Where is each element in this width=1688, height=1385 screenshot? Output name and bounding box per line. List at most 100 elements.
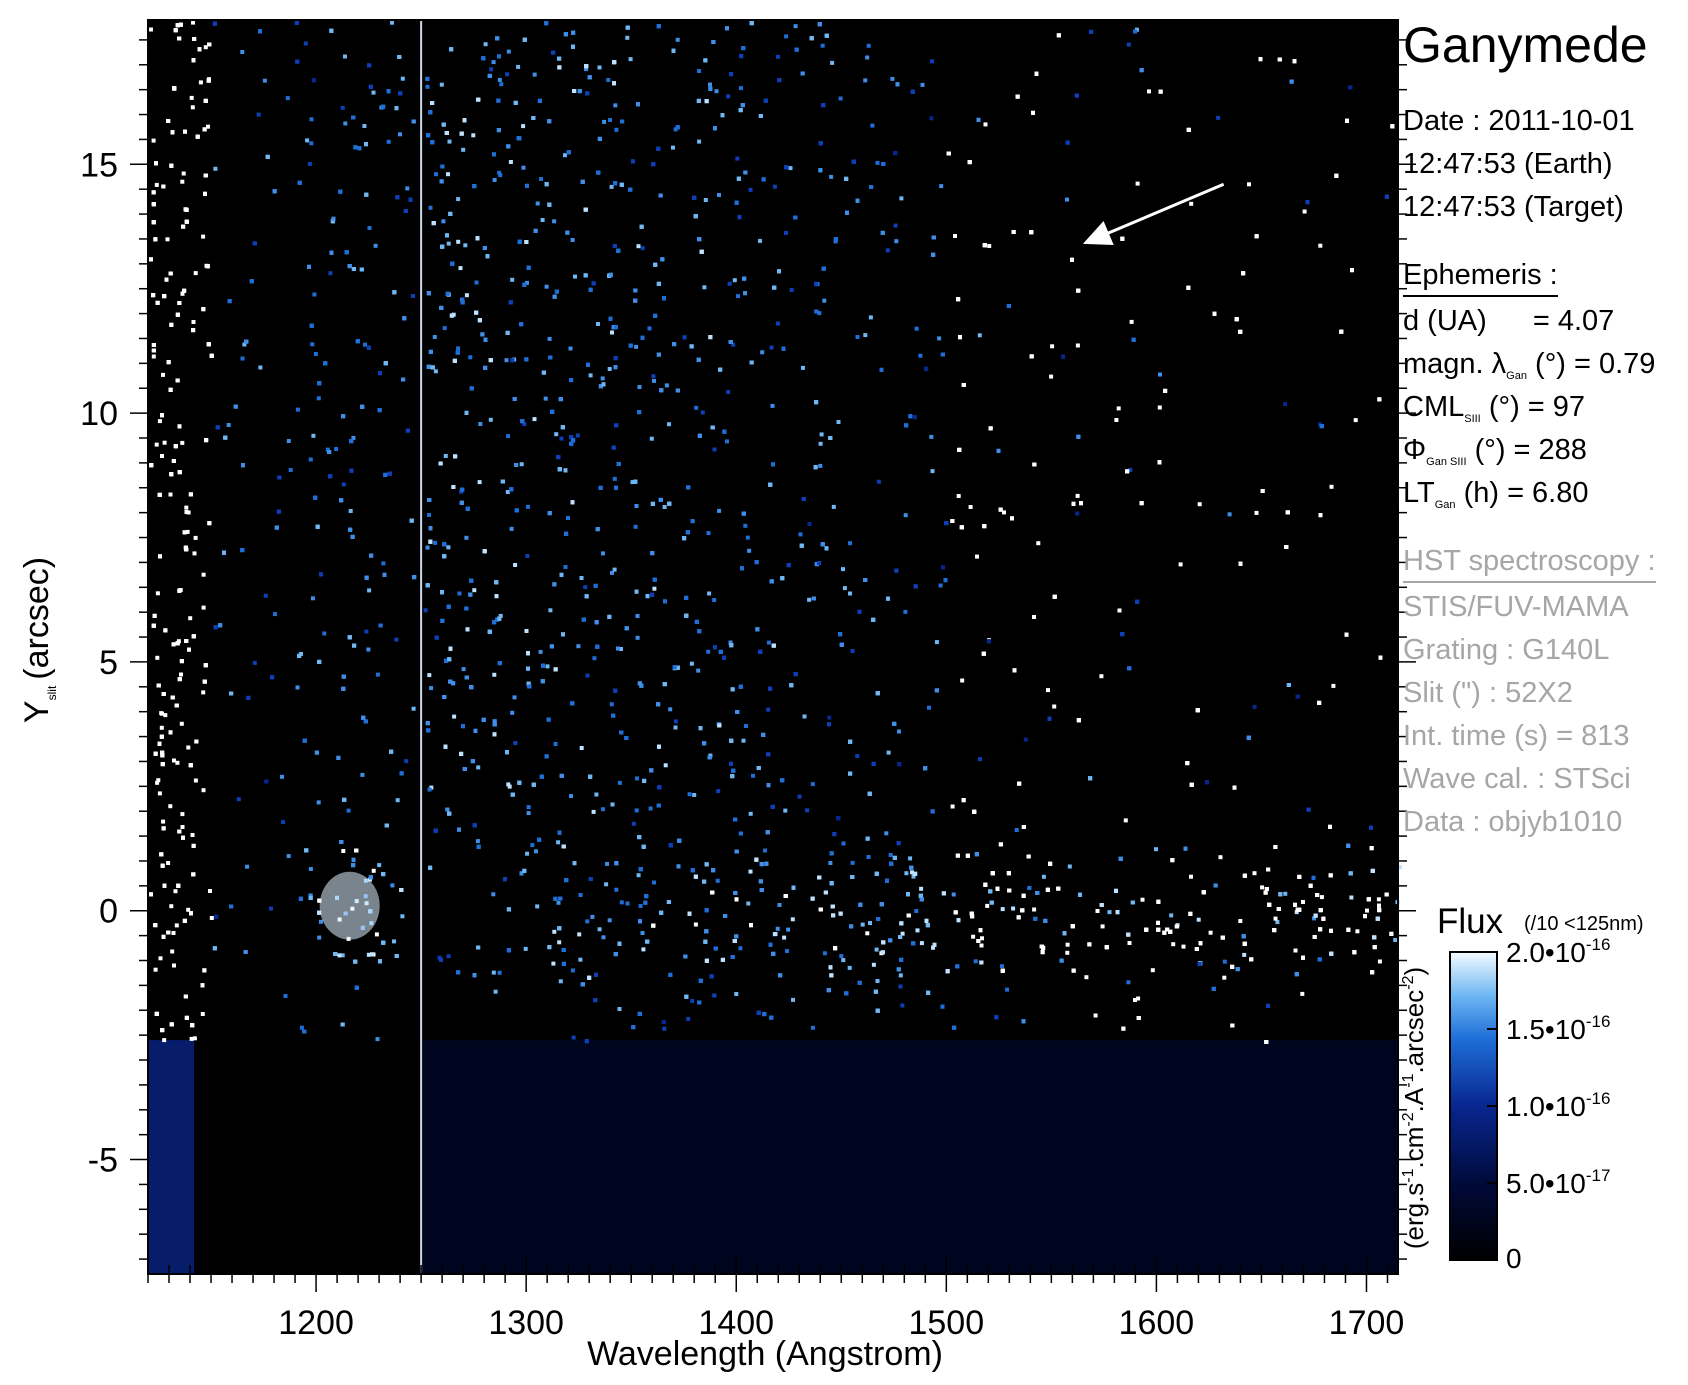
heatmap-pixel — [876, 479, 881, 484]
heatmap-pixel — [174, 923, 179, 928]
heatmap-pixel — [535, 201, 540, 206]
heatmap-pixel — [605, 861, 610, 866]
heatmap-pixel — [817, 22, 822, 27]
heatmap-pixel — [1220, 935, 1225, 940]
heatmap-pixel — [748, 187, 753, 192]
heatmap-pixel — [203, 45, 208, 50]
heatmap-pixel — [462, 767, 467, 771]
heatmap-pixel — [168, 388, 173, 392]
heatmap-pixel — [171, 642, 176, 647]
heatmap-pixel — [671, 145, 675, 150]
heatmap-pixel — [285, 96, 290, 101]
heatmap-pixel — [200, 1012, 205, 1016]
heatmap-pixel — [939, 184, 944, 189]
heatmap-pixel — [1311, 875, 1316, 880]
heatmap-pixel — [1100, 924, 1105, 929]
heatmap-pixel — [478, 422, 483, 426]
heatmap-pixel — [1156, 899, 1161, 904]
heatmap-pixel — [526, 681, 531, 686]
heatmap-pixel — [866, 43, 871, 48]
heatmap-pixel — [1075, 511, 1080, 516]
heatmap-pixel — [297, 180, 302, 185]
heatmap-pixel — [704, 958, 709, 963]
heatmap-pixel — [180, 812, 185, 817]
heatmap-pixel — [913, 415, 917, 420]
heatmap-pixel — [699, 249, 704, 254]
heatmap-pixel — [164, 277, 169, 282]
heatmap-pixel — [662, 505, 667, 509]
heatmap-pixel — [940, 352, 945, 357]
heatmap-pixel — [1178, 562, 1183, 567]
heatmap-pixel — [364, 629, 369, 634]
heatmap-pixel — [194, 739, 199, 744]
heatmap-pixel — [469, 386, 474, 391]
heatmap-pixel — [286, 854, 291, 859]
heatmap-pixel — [310, 596, 315, 601]
heatmap-pixel — [609, 702, 614, 707]
heatmap-pixel — [1095, 909, 1100, 913]
heatmap-pixel — [1377, 903, 1381, 908]
heatmap-pixel — [684, 595, 689, 600]
heatmap-pixel — [441, 219, 446, 224]
heatmap-pixel — [183, 994, 188, 999]
heatmap-pixel — [544, 21, 549, 26]
heatmap-pixel — [556, 900, 561, 905]
heatmap-pixel — [727, 281, 732, 286]
heatmap-pixel — [526, 811, 531, 816]
heatmap-pixel — [440, 590, 444, 595]
heatmap-pixel — [532, 417, 537, 422]
heatmap-pixel — [534, 849, 538, 854]
heatmap-pixel — [749, 360, 754, 365]
heatmap-pixel — [157, 741, 162, 746]
heatmap-pixel — [341, 849, 346, 853]
heatmap-pixel — [697, 69, 701, 73]
heatmap-pixel — [788, 166, 793, 171]
heatmap-pixel — [734, 934, 739, 939]
heatmap-pixel — [431, 221, 436, 226]
heatmap-pixel — [464, 606, 469, 611]
heatmap-pixel — [746, 901, 751, 906]
heatmap-pixel — [650, 501, 655, 506]
heatmap-pixel — [700, 410, 705, 415]
heatmap-pixel — [497, 170, 502, 175]
heatmap-pixel — [569, 794, 573, 799]
heatmap-pixel — [927, 705, 931, 710]
heatmap-pixel — [343, 121, 348, 126]
heatmap-pixel — [460, 297, 465, 302]
heatmap-pixel — [961, 383, 966, 387]
heatmap-pixel — [429, 686, 434, 691]
heatmap-pixel — [1318, 243, 1323, 248]
heatmap-pixel — [638, 919, 642, 924]
heatmap-pixel — [1238, 919, 1243, 923]
heatmap-pixel — [157, 791, 162, 796]
heatmap-pixel — [597, 927, 602, 932]
heatmap-pixel — [1185, 761, 1190, 766]
heatmap-pixel — [1034, 71, 1039, 76]
heatmap-pixel — [609, 184, 614, 189]
heatmap-pixel — [172, 963, 176, 968]
heatmap-pixel — [814, 400, 819, 405]
heatmap-pixel — [541, 370, 546, 375]
heatmap-pixel — [188, 616, 193, 621]
heatmap-pixel — [769, 345, 774, 350]
heatmap-pixel — [1117, 608, 1122, 613]
heatmap-pixel — [307, 161, 312, 166]
heatmap-pixel — [538, 649, 543, 654]
heatmap-pixel — [364, 575, 369, 580]
heatmap-pixel — [798, 532, 803, 537]
heatmap-pixel — [367, 63, 372, 68]
heatmap-pixel — [1227, 512, 1232, 517]
heatmap-pixel — [786, 563, 791, 568]
heatmap-pixel — [772, 285, 777, 290]
heatmap-pixel — [1353, 418, 1358, 423]
heatmap-pixel — [617, 780, 622, 785]
heatmap-pixel — [919, 886, 924, 891]
heatmap-pixel — [427, 673, 432, 678]
heatmap-pixel — [725, 26, 729, 31]
heatmap-pixel — [398, 132, 402, 137]
heatmap-pixel — [866, 855, 871, 859]
heatmap-pixel — [1294, 972, 1299, 977]
heatmap-pixel — [613, 952, 618, 957]
heatmap-pixel — [1006, 871, 1011, 876]
heatmap-pixel — [869, 185, 874, 189]
